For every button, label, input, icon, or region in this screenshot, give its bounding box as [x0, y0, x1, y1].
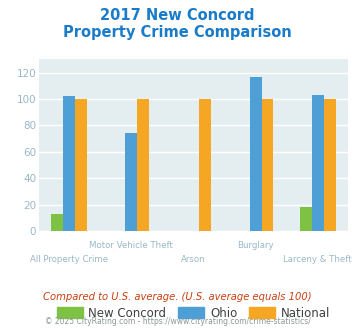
Text: Motor Vehicle Theft: Motor Vehicle Theft [89, 241, 173, 250]
Bar [75, 99, 87, 231]
Text: Burglary: Burglary [237, 241, 274, 250]
Bar [250, 77, 262, 231]
Bar [324, 99, 335, 231]
Text: All Property Crime: All Property Crime [30, 255, 108, 264]
Bar [312, 95, 324, 231]
Text: Compared to U.S. average. (U.S. average equals 100): Compared to U.S. average. (U.S. average … [43, 292, 312, 302]
Bar [262, 99, 273, 231]
Bar [200, 99, 211, 231]
Bar [51, 214, 63, 231]
Bar [300, 207, 312, 231]
Text: Arson: Arson [181, 255, 206, 264]
Text: © 2025 CityRating.com - https://www.cityrating.com/crime-statistics/: © 2025 CityRating.com - https://www.city… [45, 317, 310, 326]
Text: Larceny & Theft: Larceny & Theft [283, 255, 352, 264]
Legend: New Concord, Ohio, National: New Concord, Ohio, National [52, 302, 335, 325]
Bar [137, 99, 149, 231]
Text: Property Crime Comparison: Property Crime Comparison [63, 25, 292, 40]
Bar [125, 133, 137, 231]
Bar [63, 96, 75, 231]
Text: 2017 New Concord: 2017 New Concord [100, 8, 255, 23]
